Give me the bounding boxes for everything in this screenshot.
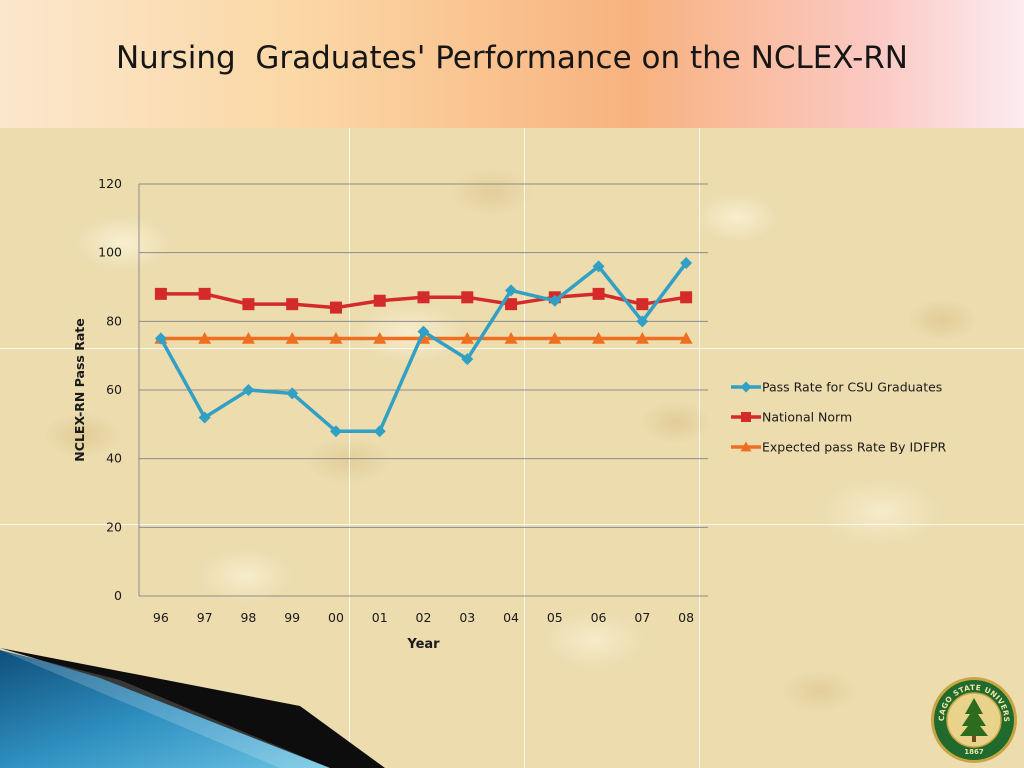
data-point — [504, 332, 518, 344]
svg-text:1867: 1867 — [964, 748, 984, 756]
y-tick-label: 40 — [106, 451, 122, 466]
data-point — [635, 332, 649, 344]
data-point — [198, 287, 211, 300]
x-tick-label: 00 — [328, 610, 344, 625]
guide-line-vertical — [524, 128, 525, 768]
data-point — [373, 425, 386, 438]
data-point — [548, 294, 561, 307]
data-point — [198, 332, 212, 344]
chart-area-background — [0, 128, 1024, 768]
university-seal-logo: CHICAGO STATE UNIVERSITY 1867 — [930, 676, 1017, 763]
data-point — [461, 353, 474, 366]
guide-line-vertical — [699, 128, 700, 768]
data-point — [242, 298, 255, 311]
x-tick-label: 96 — [153, 610, 169, 625]
data-point — [286, 298, 299, 311]
legend-label: Expected pass Rate By IDFPR — [762, 440, 947, 455]
x-tick-label: 03 — [459, 610, 475, 625]
y-tick-label: 20 — [106, 519, 122, 534]
slide-title: Nursing Graduates' Performance on the NC… — [115, 40, 908, 76]
data-point — [154, 287, 167, 300]
y-axis-title: NCLEX-RN Pass Rate — [72, 318, 87, 461]
x-tick-label: 97 — [197, 610, 213, 625]
data-point — [592, 260, 605, 273]
x-tick-label: 01 — [372, 610, 388, 625]
data-point — [505, 284, 518, 297]
x-tick-label: 98 — [240, 610, 256, 625]
data-point — [417, 291, 430, 304]
x-tick-label: 05 — [547, 610, 563, 625]
y-tick-label: 80 — [106, 313, 122, 328]
slide-header: Nursing Graduates' Performance on the NC… — [0, 0, 1024, 128]
data-point — [548, 332, 562, 344]
legend-swatch-marker — [741, 412, 751, 422]
data-point — [592, 332, 606, 344]
data-point — [286, 387, 299, 400]
decorative-corner-wedge — [0, 648, 385, 768]
legend-swatch-marker — [740, 441, 752, 452]
legend-swatch-marker — [740, 381, 752, 393]
data-point — [680, 291, 693, 304]
x-tick-label: 06 — [591, 610, 607, 625]
x-tick-label: 08 — [678, 610, 694, 625]
data-point — [417, 325, 430, 338]
data-point — [680, 256, 693, 269]
data-point — [636, 315, 649, 328]
data-point — [329, 301, 342, 314]
legend-label: National Norm — [762, 410, 852, 425]
data-point — [679, 332, 693, 344]
y-tick-label: 120 — [98, 176, 122, 191]
guide-line-vertical — [349, 128, 350, 768]
data-point — [242, 384, 255, 396]
data-point — [592, 287, 605, 300]
x-tick-label: 02 — [416, 610, 432, 625]
data-point — [154, 332, 167, 345]
legend-label: Pass Rate for CSU Graduates — [762, 380, 942, 395]
x-tick-label: 04 — [503, 610, 519, 625]
data-point — [285, 332, 299, 344]
guide-line-horizontal — [0, 348, 1024, 349]
y-tick-label: 60 — [106, 382, 122, 397]
x-tick-label: 07 — [634, 610, 650, 625]
data-point — [329, 425, 342, 438]
data-point — [198, 411, 211, 424]
y-tick-label: 0 — [114, 588, 122, 603]
data-point — [241, 332, 255, 344]
data-point — [460, 332, 474, 344]
data-point — [329, 332, 343, 344]
data-point — [461, 291, 474, 304]
data-point — [373, 294, 386, 307]
guide-line-horizontal — [0, 524, 1024, 525]
data-point — [505, 298, 518, 311]
data-point — [373, 332, 387, 344]
y-tick-label: 100 — [98, 245, 122, 260]
x-tick-label: 99 — [284, 610, 300, 625]
x-axis-title: Year — [406, 637, 440, 652]
data-point — [636, 298, 649, 311]
